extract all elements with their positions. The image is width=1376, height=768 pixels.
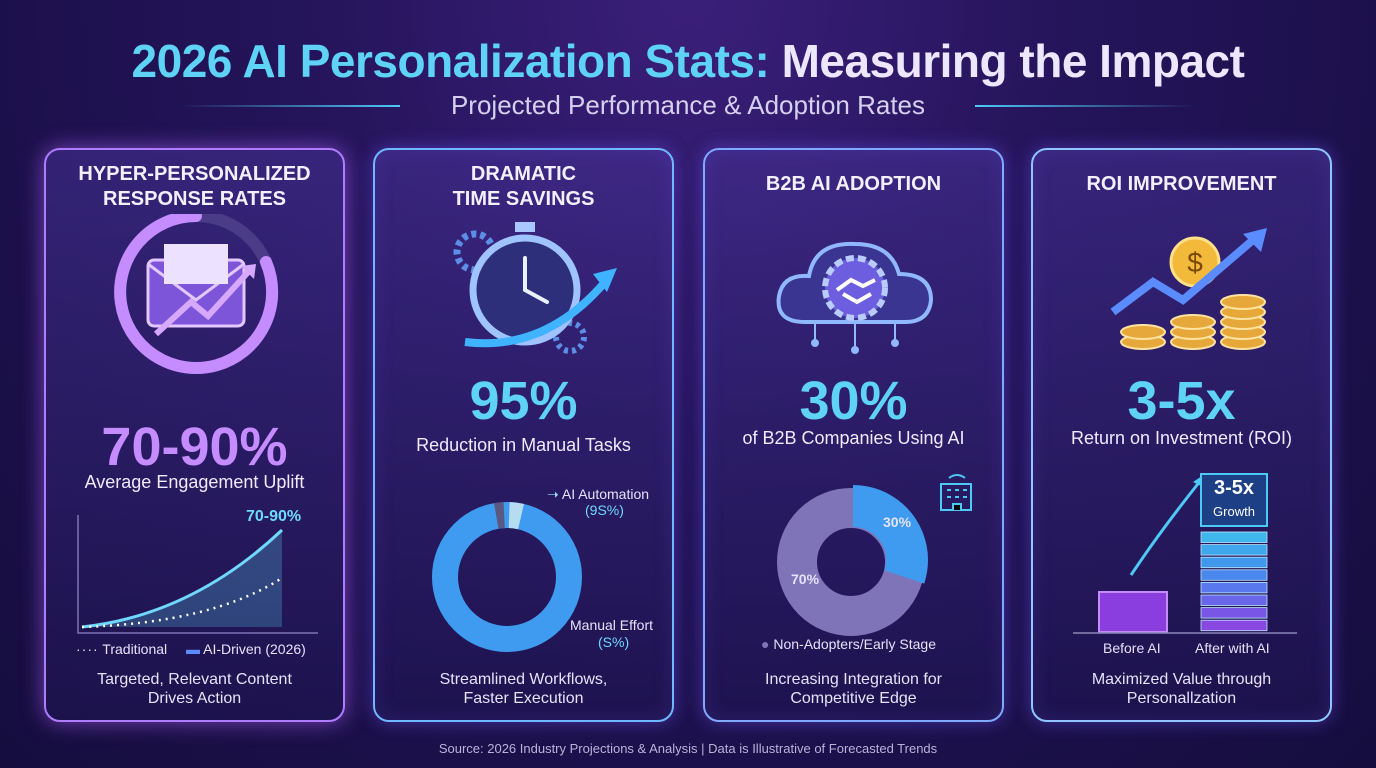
stat-label: Average Engagement Uplift — [84, 472, 305, 492]
stat-label: of B2B Companies Using AI — [742, 428, 965, 448]
bar-segment — [1200, 619, 1268, 632]
bar-segment — [1200, 594, 1268, 606]
bar-after-ai — [1200, 531, 1268, 632]
card-heading: B2B AI ADOPTION — [765, 173, 942, 195]
card-b2b-adoption: B2B AI ADOPTION 30% of B2B Companies Usi… — [703, 148, 1004, 722]
label-manual-effort: Manual Effort — [570, 617, 654, 633]
stat-value: 3-5x — [1127, 371, 1236, 431]
label-ai-automation: ➝ AI Automation — [547, 486, 650, 502]
stat-label: Reduction in Manual Tasks — [416, 435, 631, 455]
card-roi-improvement: ROI IMPROVEMENT $ 3-5x Return on Investm… — [1031, 148, 1332, 722]
growth-badge — [1200, 473, 1268, 527]
bar-before-ai — [1098, 591, 1168, 633]
divider-left — [180, 105, 400, 107]
stopwatch-gear-icon — [453, 222, 617, 354]
category-before-ai: Before AI — [1103, 640, 1161, 656]
bar-segment — [1200, 531, 1268, 543]
bar-segment — [1200, 556, 1268, 569]
source-note: Source: 2026 Industry Projections & Anal… — [438, 741, 938, 756]
adoption-donut — [777, 485, 928, 636]
page-title: 2026 AI Personalization Stats: Measuring… — [131, 35, 1245, 87]
card-response-rates: HYPER-PERSONALIZED RESPONSE RATES 70-90% … — [44, 148, 345, 722]
card-caption: Maximized Value through Personallzation — [1091, 671, 1272, 707]
adopters-slice — [778, 485, 928, 635]
envelope-growth-icon — [114, 214, 279, 374]
card-time-savings: DRAMATIC TIME SAVINGS 95% Reduction in Ma… — [373, 148, 674, 722]
bar-segment — [1200, 544, 1268, 556]
roi-bar-chart — [1073, 473, 1297, 634]
bar-segment — [1200, 569, 1268, 581]
manual-effort-slice — [432, 502, 582, 652]
card-caption: Streamlined Workflows, Faster Execution — [439, 671, 608, 707]
value-manual-effort: (S%) — [598, 634, 630, 650]
stat-value: 70-90% — [101, 417, 288, 477]
stat-value: 30% — [799, 371, 908, 431]
peak-label: 70-90% — [246, 508, 302, 525]
value-non-adopters: 70% — [791, 571, 820, 587]
card-caption: Increasing Integration for Competitive Ed… — [765, 671, 942, 707]
svg-text:$: $ — [1187, 247, 1203, 278]
value-ai-automation: (9S%) — [585, 502, 624, 518]
bar-segment — [1200, 607, 1268, 619]
card-caption: Targeted, Relevant Content Drives Action — [97, 671, 292, 707]
page-subtitle: Projected Performance & Adoption Rates — [450, 90, 926, 120]
growth-badge-value: 3-5x — [1213, 477, 1255, 499]
stat-label: Return on Investment (ROI) — [1070, 428, 1293, 448]
cloud-handshake-icon — [776, 241, 934, 354]
card-heading: ROI IMPROVEMENT — [1086, 173, 1277, 195]
card-heading: HYPER-PERSONALIZED RESPONSE RATES — [78, 163, 311, 210]
legend-ai-driven: ▬ AI-Driven (2026) — [186, 641, 306, 657]
card-heading: DRAMATIC TIME SAVINGS — [452, 163, 595, 210]
chart-axes — [77, 515, 318, 634]
ai-driven-line — [81, 528, 284, 629]
stat-value: 95% — [469, 371, 578, 431]
legend-non-adopters: ● Non-Adopters/Early Stage — [761, 636, 936, 652]
ai-area — [82, 530, 282, 627]
engagement-line-chart — [77, 515, 318, 634]
time-savings-donut — [432, 502, 582, 653]
legend-traditional: ···· Traditional — [76, 641, 168, 657]
office-building-icon — [940, 474, 972, 511]
bar-segment — [1200, 582, 1268, 594]
gap-slice — [432, 502, 582, 653]
category-after-ai: After with AI — [1195, 640, 1270, 656]
coins-growth-icon: $ — [1110, 228, 1267, 350]
value-adopters: 30% — [883, 514, 912, 530]
growth-badge-label: Growth — [1213, 504, 1255, 519]
